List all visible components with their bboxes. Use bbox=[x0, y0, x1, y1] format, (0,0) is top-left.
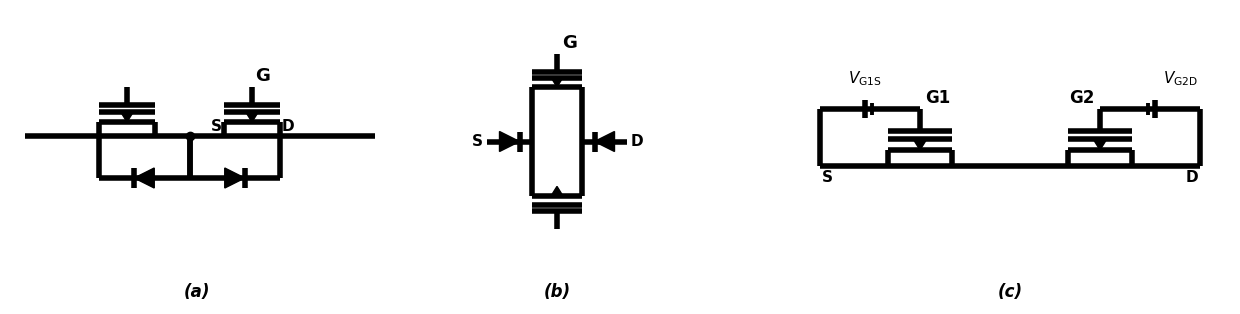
Polygon shape bbox=[1092, 139, 1107, 150]
Text: (c): (c) bbox=[997, 283, 1023, 301]
Polygon shape bbox=[134, 168, 154, 188]
Text: G1: G1 bbox=[925, 89, 950, 107]
Text: D: D bbox=[281, 119, 295, 134]
Polygon shape bbox=[913, 139, 928, 150]
Polygon shape bbox=[246, 112, 258, 122]
Polygon shape bbox=[594, 132, 615, 151]
Text: S: S bbox=[472, 134, 484, 149]
Text: S: S bbox=[211, 119, 222, 134]
Text: S: S bbox=[822, 170, 833, 185]
Text: $V_{\rm G1S}$: $V_{\rm G1S}$ bbox=[848, 69, 882, 88]
Text: $V_{\rm G2D}$: $V_{\rm G2D}$ bbox=[1163, 69, 1198, 88]
Polygon shape bbox=[122, 112, 133, 122]
Text: D: D bbox=[1185, 170, 1198, 185]
Polygon shape bbox=[224, 168, 244, 188]
Text: G: G bbox=[562, 34, 577, 52]
Polygon shape bbox=[551, 187, 563, 196]
Polygon shape bbox=[551, 77, 563, 87]
Polygon shape bbox=[500, 132, 520, 151]
Text: (b): (b) bbox=[543, 283, 570, 301]
Text: (a): (a) bbox=[184, 283, 211, 301]
Text: G2: G2 bbox=[1070, 89, 1095, 107]
Text: D: D bbox=[631, 134, 644, 149]
Text: G: G bbox=[255, 67, 270, 85]
